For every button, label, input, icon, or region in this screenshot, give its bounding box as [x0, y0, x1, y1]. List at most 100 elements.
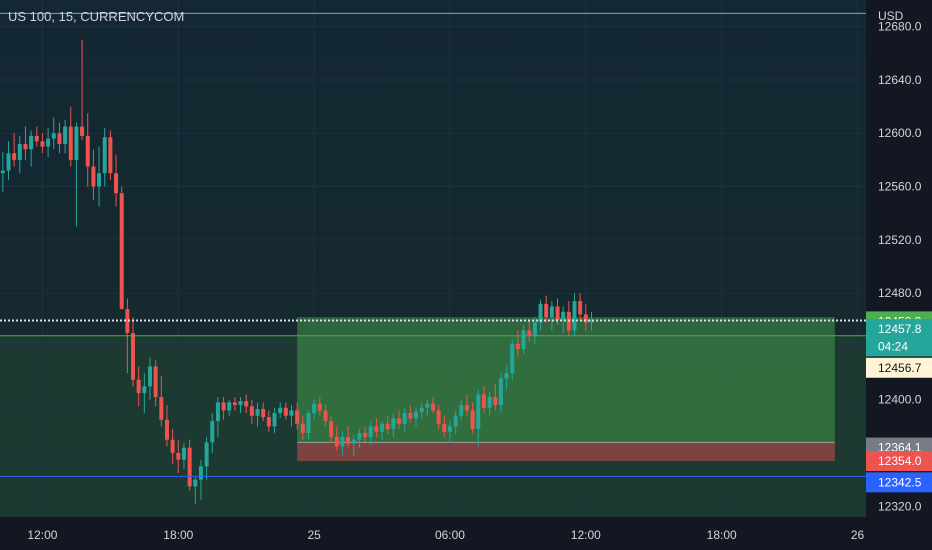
- candle-up[interactable]: [255, 409, 260, 416]
- candle-up[interactable]: [17, 143, 22, 160]
- candle-up[interactable]: [63, 126, 68, 144]
- candle-down[interactable]: [85, 135, 90, 167]
- candle-down[interactable]: [329, 421, 334, 438]
- candle-down[interactable]: [131, 333, 136, 380]
- candle-down[interactable]: [436, 410, 441, 424]
- candle-up[interactable]: [215, 402, 220, 422]
- candle-down[interactable]: [374, 426, 379, 432]
- candle-up[interactable]: [0, 170, 5, 174]
- candle-down[interactable]: [12, 153, 17, 160]
- candle-down[interactable]: [40, 141, 45, 147]
- candle-down[interactable]: [323, 410, 328, 422]
- candle-down[interactable]: [68, 126, 73, 160]
- candle-up[interactable]: [425, 403, 430, 408]
- candle-up[interactable]: [272, 413, 277, 427]
- candle-down[interactable]: [153, 366, 158, 398]
- candle-up[interactable]: [532, 322, 537, 336]
- candle-up[interactable]: [181, 447, 186, 460]
- candle-down[interactable]: [442, 423, 447, 432]
- candle-down[interactable]: [555, 306, 560, 320]
- candle-up[interactable]: [193, 479, 198, 487]
- candle-down[interactable]: [136, 379, 141, 394]
- candle-up[interactable]: [210, 421, 215, 443]
- candle-up[interactable]: [227, 402, 232, 411]
- candle-up[interactable]: [380, 423, 385, 432]
- candle-up[interactable]: [487, 397, 492, 408]
- candle-up[interactable]: [391, 418, 396, 430]
- candle-up[interactable]: [6, 153, 11, 171]
- candle-up[interactable]: [589, 319, 594, 323]
- candle-down[interactable]: [334, 437, 339, 447]
- candle-down[interactable]: [544, 303, 549, 318]
- candle-down[interactable]: [493, 397, 498, 406]
- candle-up[interactable]: [102, 137, 107, 174]
- candle-up[interactable]: [447, 426, 452, 432]
- candle-up[interactable]: [572, 301, 577, 331]
- candle-up[interactable]: [561, 311, 566, 320]
- candle-up[interactable]: [459, 405, 464, 416]
- candle-down[interactable]: [57, 133, 62, 144]
- candle-down[interactable]: [187, 447, 192, 487]
- candle-down[interactable]: [170, 439, 175, 454]
- candle-down[interactable]: [527, 330, 532, 336]
- candle-down[interactable]: [346, 437, 351, 444]
- candle-up[interactable]: [510, 343, 515, 374]
- candle-down[interactable]: [385, 423, 390, 430]
- candle-down[interactable]: [317, 403, 322, 411]
- candle-up[interactable]: [147, 366, 152, 387]
- candle-up[interactable]: [46, 138, 51, 147]
- candle-up[interactable]: [453, 415, 458, 427]
- candle-up[interactable]: [476, 394, 481, 430]
- candle-down[interactable]: [244, 401, 249, 407]
- candle-down[interactable]: [363, 433, 368, 438]
- candle-down[interactable]: [232, 402, 237, 406]
- candle-down[interactable]: [481, 394, 486, 408]
- candle-down[interactable]: [159, 397, 164, 420]
- candle-up[interactable]: [97, 173, 102, 187]
- candle-up[interactable]: [504, 373, 509, 379]
- candle-up[interactable]: [340, 437, 345, 447]
- candle-down[interactable]: [261, 409, 266, 418]
- candle-down[interactable]: [583, 314, 588, 323]
- candle-down[interactable]: [431, 403, 435, 411]
- candle-down[interactable]: [23, 143, 28, 150]
- candle-down[interactable]: [125, 309, 130, 334]
- candle-down[interactable]: [266, 417, 271, 427]
- candle-up[interactable]: [312, 403, 317, 414]
- candle-down[interactable]: [249, 406, 254, 416]
- candle-up[interactable]: [238, 401, 243, 406]
- candle-up[interactable]: [549, 306, 554, 318]
- candle-up[interactable]: [74, 126, 79, 160]
- candle-up[interactable]: [498, 378, 503, 406]
- candle-down[interactable]: [464, 405, 469, 411]
- candle-down[interactable]: [34, 135, 39, 142]
- candle-up[interactable]: [51, 133, 56, 139]
- candle-down[interactable]: [295, 410, 300, 424]
- candle-down[interactable]: [119, 193, 124, 310]
- candle-down[interactable]: [221, 402, 226, 411]
- candle-up[interactable]: [419, 407, 424, 412]
- candle-down[interactable]: [108, 137, 113, 174]
- candle-down[interactable]: [283, 407, 288, 416]
- candle-up[interactable]: [538, 303, 543, 323]
- candle-up[interactable]: [204, 442, 209, 467]
- candle-up[interactable]: [414, 411, 419, 419]
- candle-down[interactable]: [80, 126, 85, 136]
- candle-up[interactable]: [521, 330, 526, 350]
- candle-down[interactable]: [470, 410, 475, 430]
- candle-down[interactable]: [300, 423, 305, 434]
- candle-up[interactable]: [29, 135, 34, 150]
- long-position-profit-zone[interactable]: [297, 317, 835, 443]
- candle-up[interactable]: [368, 426, 373, 438]
- candle-down[interactable]: [176, 453, 181, 460]
- long-position-stop-zone[interactable]: [297, 442, 835, 462]
- candle-down[interactable]: [578, 301, 583, 315]
- candle-down[interactable]: [515, 343, 520, 350]
- candle-up[interactable]: [289, 410, 294, 416]
- candle-up[interactable]: [357, 433, 362, 440]
- candle-up[interactable]: [142, 386, 147, 394]
- candle-down[interactable]: [164, 419, 169, 440]
- candle-up[interactable]: [351, 439, 356, 444]
